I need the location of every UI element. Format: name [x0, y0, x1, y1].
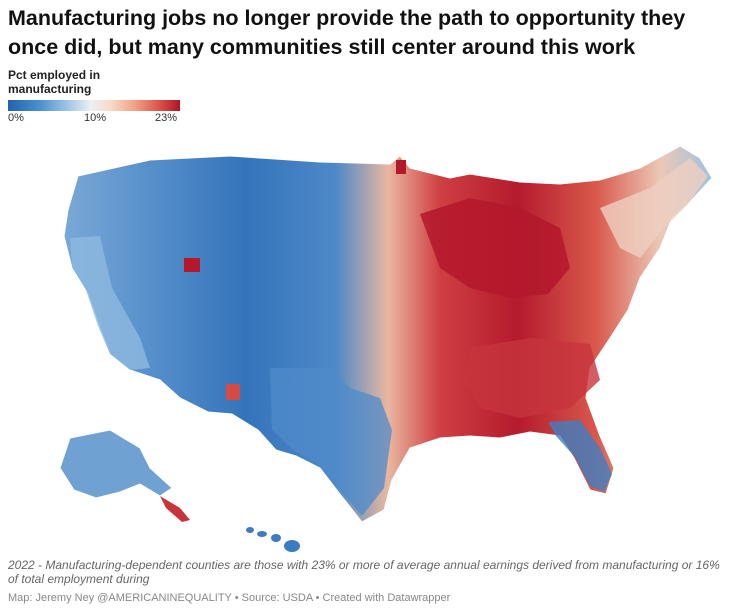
minnesota-hotspot [396, 160, 406, 174]
hawaii-islands [246, 527, 300, 552]
northeast-region [600, 158, 708, 258]
great-lakes-region [420, 198, 570, 298]
legend-gradient-bar [8, 100, 180, 111]
map-source: Map: Jeremy Ney @AMERICANINEQUALITY • So… [8, 592, 451, 604]
legend-title: Pct employed in manufacturing [8, 68, 101, 96]
us-county-map [59, 145, 713, 552]
color-legend: Pct employed in manufacturing 0% 10% 23% [8, 68, 180, 126]
idaho-hotspot [184, 258, 200, 272]
new-mexico-hotspot [226, 384, 240, 400]
florida-region [548, 420, 612, 492]
california-region [70, 236, 150, 370]
legend-max-label: 23% [155, 112, 178, 124]
southeast-region [462, 338, 600, 418]
legend-mid-label: 10% [84, 112, 107, 124]
legend-min-label: 0% [8, 112, 24, 124]
alaska-panhandle-hotspot [160, 496, 190, 522]
alaska-shape [59, 429, 173, 499]
map-caption: 2022 - Manufacturing-dependent counties … [8, 558, 720, 586]
legend-labels: 0% 10% 23% [8, 112, 180, 126]
texas-region [270, 368, 392, 516]
map-title: Manufacturing jobs no longer provide the… [8, 6, 686, 59]
